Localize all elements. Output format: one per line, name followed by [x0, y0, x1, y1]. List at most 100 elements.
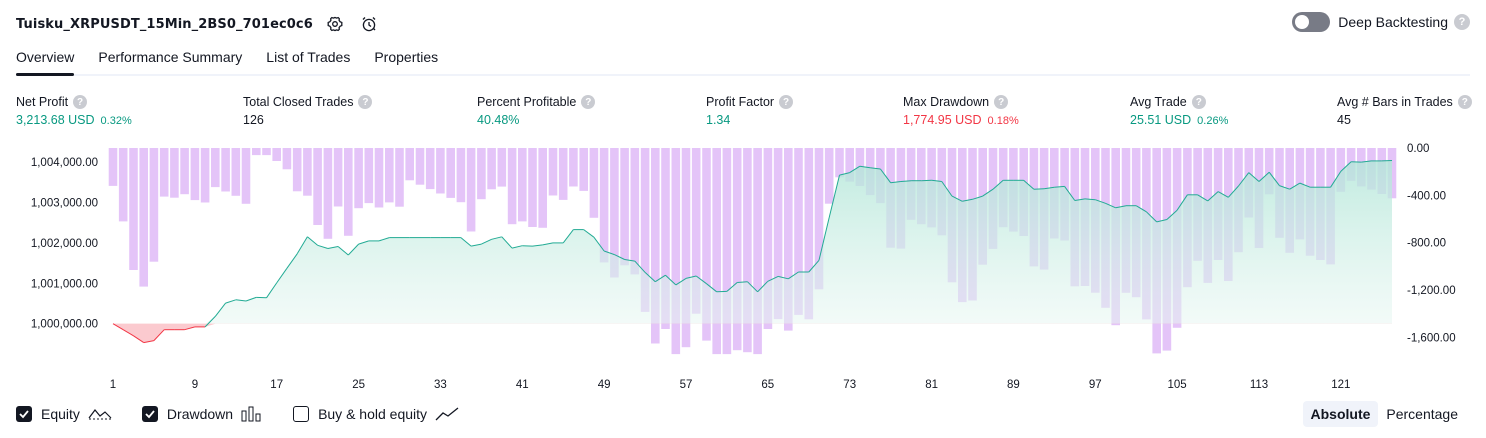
equity-segment [1074, 198, 1086, 201]
equity-segment [747, 281, 758, 293]
equity-segment [808, 259, 820, 273]
drawdown-checkbox[interactable] [141, 406, 158, 422]
equity-segment [1238, 172, 1250, 187]
drawdown-bar [190, 148, 200, 201]
drawdown-bar [108, 148, 118, 186]
equity-segment [706, 283, 718, 293]
drawdown-bar [252, 148, 261, 156]
equity-segment [992, 179, 1004, 190]
drawdown-bar [1264, 148, 1274, 195]
metric-avg-trade: Avg Trade? 25.51 USD 0.26% [1130, 94, 1228, 127]
drawdown-bar [651, 148, 660, 344]
x-tick-label: 105 [1168, 379, 1187, 391]
tab-performance-summary[interactable]: Performance Summary [98, 49, 243, 65]
drawdown-bar [558, 148, 568, 200]
tab-overview[interactable]: Overview [16, 44, 75, 76]
equity-segment [962, 198, 973, 202]
drawdown-bar [610, 148, 619, 278]
equity-checkbox[interactable] [16, 406, 32, 422]
settings-icon[interactable] [323, 12, 347, 36]
equity-segment [583, 229, 595, 238]
equity-segment [675, 277, 687, 286]
equity-segment [1064, 186, 1076, 201]
equity-segment [296, 236, 308, 255]
buyhold-checkbox[interactable] [293, 406, 310, 422]
drawdown-bar [589, 148, 599, 218]
equity-segment [481, 238, 492, 245]
equity-drawdown-chart[interactable]: 1,000,000.00 1,001,000.00 1,002,000.00 1,00… [0, 140, 1486, 398]
equity-segment [1166, 209, 1178, 220]
drawdown-bar [548, 148, 558, 196]
help-icon[interactable]: ? [1457, 95, 1472, 109]
help-icon[interactable]: ? [73, 95, 88, 109]
equity-segment [511, 245, 523, 249]
equity-segment [1105, 202, 1116, 209]
metric-value: 45 [1337, 113, 1351, 127]
drawdown-bar [804, 148, 814, 320]
help-icon[interactable]: ? [1191, 95, 1206, 109]
right-tick-label: -800.00 [1407, 238, 1446, 250]
drawdown-bar [477, 148, 486, 200]
absolute-button[interactable]: Absolute [1302, 401, 1379, 427]
drawdown-bar [640, 148, 650, 312]
drawdown-bar [579, 148, 588, 191]
equity-segment [1227, 185, 1239, 198]
metric-value: 3,213.68 USD [16, 113, 95, 127]
deep-backtesting-label: Deep Backtesting [1338, 14, 1448, 30]
help-icon[interactable]: ? [779, 95, 794, 109]
left-tick-label: 1,002,000.00 [31, 238, 98, 250]
equity-segment [593, 236, 605, 252]
equity-segment [972, 195, 983, 200]
metric-label: Total Closed Trades [243, 95, 354, 109]
left-tick-label: 1,000,000.00 [31, 319, 98, 331]
drawdown-bar [333, 148, 343, 207]
equity-segment [235, 299, 247, 302]
tab-list-of-trades[interactable]: List of Trades [266, 49, 351, 65]
equity-segment [603, 250, 615, 256]
drawdown-bar [661, 148, 670, 329]
x-tick-label: 97 [1089, 379, 1102, 391]
percentage-button[interactable]: Percentage [1386, 406, 1458, 422]
left-tick-label: 1,003,000.00 [31, 198, 98, 210]
drawdown-bar [436, 148, 445, 194]
equity-segment [839, 172, 850, 176]
drawdown-bar [538, 148, 547, 228]
help-icon[interactable]: ? [1454, 14, 1470, 30]
help-icon[interactable]: ? [994, 95, 1009, 109]
legend-buy-hold-equity[interactable]: Buy & hold equity [293, 406, 459, 422]
equity-segment [1095, 199, 1106, 204]
equity-segment [1299, 182, 1311, 188]
equity-segment [1044, 186, 1055, 190]
metric-total-closed-trades: Total Closed Trades? 126 [243, 94, 373, 127]
drawdown-bar [415, 148, 425, 185]
drawdown-bar [773, 148, 783, 320]
equity-segment [1340, 161, 1352, 172]
alert-clock-icon[interactable] [357, 12, 381, 36]
legend-drawdown[interactable]: Drawdown [141, 406, 263, 422]
chart-legend: Equity Drawdown Buy & hold equity [16, 402, 489, 426]
equity-segment [337, 246, 349, 256]
equity-segment [879, 168, 892, 183]
deep-backtesting-toggle[interactable] [1292, 12, 1331, 32]
metric-value: 1.34 [706, 113, 731, 127]
drawdown-bar [835, 148, 844, 178]
equity-segment [1054, 185, 1065, 188]
metric-profit-factor: Profit Factor? 1.34 [706, 94, 794, 127]
equity-segment [286, 253, 298, 269]
drawdown-bar [732, 148, 742, 351]
drawdown-bar [323, 148, 333, 239]
tab-properties[interactable]: Properties [374, 49, 439, 65]
drawdown-bar [354, 148, 363, 209]
legend-equity[interactable]: Equity [16, 406, 112, 422]
equity-segment [1023, 179, 1035, 190]
equity-segment [133, 335, 144, 344]
help-icon[interactable]: ? [581, 95, 596, 109]
x-tick-label: 49 [598, 379, 611, 391]
buyhold-label: Buy & hold equity [318, 406, 428, 422]
equity-segment [1217, 191, 1229, 198]
x-tick-label: 1 [110, 379, 116, 391]
drawdown-bar [784, 148, 793, 331]
drawdown-bar [712, 148, 721, 355]
help-icon[interactable]: ? [358, 95, 373, 109]
drawdown-bar [118, 148, 128, 222]
